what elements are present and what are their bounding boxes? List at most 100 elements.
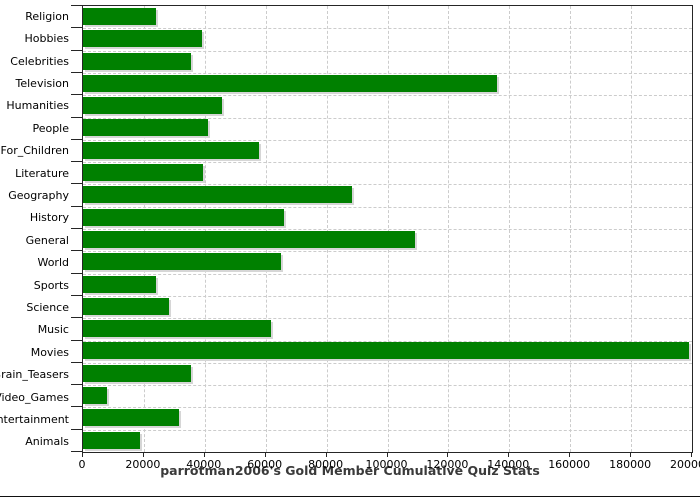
bar	[83, 387, 108, 405]
x-tick-label: 100000	[365, 458, 408, 471]
category-axis-tick	[71, 250, 82, 251]
bar	[83, 230, 415, 248]
x-axis-tick	[630, 452, 632, 457]
x-tick-label: 200000	[670, 458, 700, 471]
bar-row	[83, 363, 692, 385]
bar	[83, 342, 689, 360]
x-tick-label: 140000	[487, 458, 530, 471]
category-label: Literature	[15, 166, 69, 180]
bar-row	[83, 274, 692, 296]
category-label: Movies	[30, 345, 69, 359]
bar-row	[83, 385, 692, 407]
bar-row	[83, 117, 692, 139]
category-axis-tick	[71, 206, 82, 207]
x-tick-label: 40000	[186, 458, 222, 471]
bar	[83, 208, 285, 226]
bar-row	[83, 229, 692, 251]
x-tick-label: 180000	[609, 458, 652, 471]
bar	[83, 74, 498, 92]
bar	[83, 8, 157, 25]
vertical-gridline	[448, 6, 450, 452]
bar	[83, 297, 170, 315]
category-axis-tick	[71, 27, 82, 28]
category-axis-tick	[71, 451, 82, 452]
category-label: Animals	[25, 435, 69, 449]
bar	[83, 364, 192, 382]
category-axis-tick	[71, 72, 82, 73]
vertical-gridline	[143, 6, 145, 452]
category-label: Brain_Teasers	[0, 368, 69, 382]
bar-row	[83, 140, 692, 162]
x-tick-label: 80000	[308, 458, 344, 471]
x-tick-label: 160000	[548, 458, 591, 471]
bar-rows	[83, 6, 692, 452]
category-axis: Religion Hobbies Celebrities Television Huma…	[0, 5, 69, 453]
bar-row	[83, 51, 692, 73]
bar-row	[83, 162, 692, 184]
category-label: Television	[15, 76, 70, 90]
bar-row	[83, 251, 692, 273]
category-label: General	[25, 233, 69, 247]
category-axis-tick	[71, 5, 82, 6]
bar	[83, 164, 204, 182]
bar-row	[83, 207, 692, 229]
bar	[83, 119, 209, 137]
bar	[83, 253, 282, 271]
bar-row	[83, 340, 692, 362]
x-axis-tick	[203, 452, 205, 457]
x-tick-label: 60000	[247, 458, 283, 471]
bar	[83, 52, 192, 70]
category-axis-tick	[71, 273, 82, 274]
bar	[83, 141, 260, 159]
x-axis-tick	[325, 452, 327, 457]
x-tick-label: 0	[78, 458, 86, 471]
vertical-gridline	[204, 6, 206, 452]
bar-row	[83, 407, 692, 429]
x-axis-tick	[447, 452, 449, 457]
bar	[83, 97, 223, 115]
bar-row	[83, 6, 692, 28]
vertical-gridline	[265, 6, 267, 452]
category-axis-tick	[71, 295, 82, 296]
category-label: History	[29, 211, 69, 225]
category-axis-tick	[71, 384, 82, 385]
bar-row	[83, 28, 692, 50]
category-axis-tick	[71, 317, 82, 318]
category-label: Religion	[25, 9, 69, 23]
category-label: Humanities	[6, 99, 69, 113]
x-tick-label: 20000	[125, 458, 161, 471]
category-label: Hobbies	[24, 32, 69, 46]
category-label: For_Children	[0, 144, 69, 158]
category-label: People	[32, 121, 69, 135]
category-axis-tick	[71, 139, 82, 140]
plot-area	[82, 5, 693, 453]
bar-row	[83, 73, 692, 95]
x-axis-tick	[691, 452, 692, 457]
category-label: Geography	[8, 188, 69, 202]
bar	[83, 409, 180, 427]
x-axis-tick	[386, 452, 388, 457]
bar-row	[83, 95, 692, 117]
bar-row	[83, 430, 692, 452]
x-axis-tick	[264, 452, 266, 457]
bar-row	[83, 184, 692, 206]
category-axis-tick	[71, 362, 82, 363]
category-label: Music	[37, 323, 69, 337]
bottom-divider	[0, 496, 700, 497]
category-axis-tick	[71, 50, 82, 51]
vertical-gridline	[509, 6, 511, 452]
category-axis-tick	[71, 161, 82, 162]
vertical-gridline	[631, 6, 633, 452]
x-axis-tick	[508, 452, 510, 457]
bar	[83, 320, 272, 338]
vertical-gridline	[387, 6, 389, 452]
category-axis-tick	[71, 406, 82, 407]
bar	[83, 186, 353, 204]
category-axis-tick	[71, 228, 82, 229]
category-label: Celebrities	[10, 54, 69, 68]
category-axis-tick	[71, 117, 82, 118]
category-label: Sports	[33, 278, 69, 292]
category-label: Science	[26, 300, 69, 314]
category-axis-tick	[71, 429, 82, 430]
